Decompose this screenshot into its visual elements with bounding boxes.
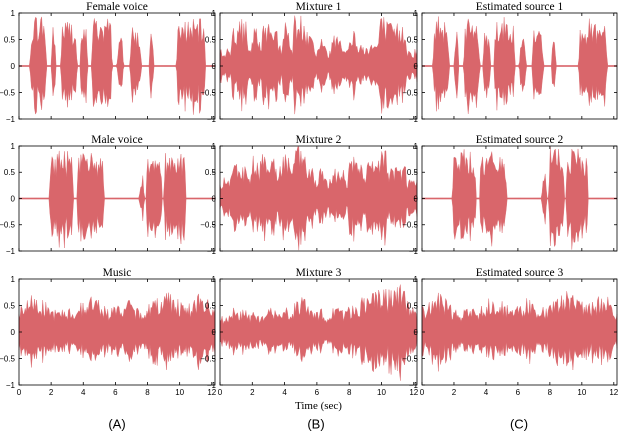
panel-title: Female voice <box>86 1 148 13</box>
y-tick-label: −0.5 <box>0 221 16 230</box>
y-tick-label: 1 <box>212 142 217 151</box>
panel: −1 −0.5 0 0.5 1 Female voice <box>0 1 216 124</box>
panel-title: Estimated source 3 <box>476 267 564 279</box>
x-tick-label: 8 <box>347 388 352 397</box>
y-tick-label: −0.5 <box>200 221 216 230</box>
x-tick-label: 12 <box>207 388 216 397</box>
panel-title: Estimated source 2 <box>476 134 564 146</box>
y-tick-label: −0.5 <box>200 88 216 97</box>
y-tick-label: −1 <box>6 381 16 390</box>
x-tick-label: 8 <box>548 388 553 397</box>
y-tick-label: 0.5 <box>205 301 217 310</box>
panel-title: Estimated source 1 <box>476 1 564 13</box>
y-tick-label: 1 <box>414 275 419 284</box>
column-label-c: (C) <box>509 416 529 432</box>
x-tick-label: 6 <box>113 388 118 397</box>
x-tick-label: 2 <box>452 388 457 397</box>
x-tick-label: 12 <box>409 388 418 397</box>
x-tick-label: 0 <box>420 388 425 397</box>
y-tick-label: −1 <box>207 115 217 124</box>
y-tick-label: −0.5 <box>200 354 216 363</box>
x-tick-label: 0 <box>218 388 223 397</box>
y-tick-label: −1 <box>409 247 419 256</box>
y-tick-label: 1 <box>212 275 217 284</box>
y-tick-label: −0.5 <box>402 88 418 97</box>
y-tick-label: 1 <box>212 9 217 18</box>
y-tick-label: −1 <box>6 115 16 124</box>
y-tick-label: −1 <box>207 247 217 256</box>
y-tick-label: −0.5 <box>0 354 16 363</box>
y-tick-label: 0 <box>414 194 419 203</box>
y-tick-label: 1 <box>11 275 16 284</box>
y-tick-label: 0 <box>212 328 217 337</box>
waveform-area <box>219 15 418 115</box>
x-tick-label: 6 <box>516 388 521 397</box>
y-tick-label: 0.5 <box>407 301 419 310</box>
y-tick-label: 0.5 <box>4 301 16 310</box>
waveform-area <box>18 150 216 249</box>
panel: −1 −0.5 0 0.5 1 Estimated source 1 <box>402 1 618 124</box>
y-tick-label: 0 <box>11 328 16 337</box>
y-tick-label: 1 <box>11 142 16 151</box>
panel-title: Music <box>103 267 132 279</box>
x-axis-label: Time (sec) <box>295 400 342 412</box>
panel-title: Mixture 2 <box>296 134 342 146</box>
x-tick-label: 0 <box>17 388 22 397</box>
y-tick-label: 0.5 <box>4 168 16 177</box>
y-tick-label: 0 <box>414 328 419 337</box>
column-label-a: (A) <box>108 416 126 432</box>
x-tick-label: 2 <box>49 388 54 397</box>
x-tick-label: 4 <box>81 388 86 397</box>
x-tick-label: 4 <box>282 388 287 397</box>
y-tick-label: −0.5 <box>0 88 16 97</box>
x-tick-label: 10 <box>377 388 386 397</box>
waveform-area <box>18 292 216 370</box>
y-tick-label: 0.5 <box>4 35 16 44</box>
panel: −1 −0.5 0 0.5 1 Mixture 1 <box>200 1 418 124</box>
panel-title: Mixture 3 <box>296 267 342 279</box>
y-tick-label: −0.5 <box>402 354 418 363</box>
x-tick-label: 12 <box>609 388 618 397</box>
waveform-area <box>421 291 618 372</box>
y-tick-label: 0 <box>11 194 16 203</box>
y-tick-label: 0.5 <box>407 168 419 177</box>
x-tick-label: 6 <box>315 388 320 397</box>
y-tick-label: 0 <box>11 62 16 71</box>
y-tick-label: 1 <box>414 142 419 151</box>
y-tick-label: −1 <box>6 247 16 256</box>
y-tick-label: 0.5 <box>407 35 419 44</box>
panel: −1 −0.5 0 0.5 1 Male voice <box>0 134 216 256</box>
panel: −1 −0.5 0 0.5 1 Mixture 2 <box>200 134 418 256</box>
y-tick-label: 1 <box>11 9 16 18</box>
x-tick-label: 10 <box>577 388 586 397</box>
x-tick-label: 2 <box>250 388 255 397</box>
x-tick-label: 4 <box>484 388 489 397</box>
panel-title: Mixture 1 <box>296 1 342 13</box>
y-tick-label: 0.5 <box>205 168 217 177</box>
y-tick-label: 0 <box>212 62 217 71</box>
waveform-area <box>421 16 618 115</box>
y-tick-label: 0 <box>414 62 419 71</box>
y-tick-label: 1 <box>414 9 419 18</box>
column-label-b: (B) <box>307 416 325 432</box>
x-tick-label: 8 <box>145 388 150 397</box>
y-tick-label: −0.5 <box>402 221 418 230</box>
y-tick-label: 0 <box>212 194 217 203</box>
y-tick-label: −1 <box>409 381 419 390</box>
panel: −1 −0.5 0 0.5 1 Estimated source 2 <box>402 134 618 256</box>
waveform-area <box>219 284 418 381</box>
y-tick-label: 0.5 <box>205 35 217 44</box>
y-tick-label: −1 <box>207 381 217 390</box>
x-tick-label: 10 <box>175 388 184 397</box>
panel-title: Male voice <box>91 134 142 146</box>
y-tick-label: −1 <box>409 115 419 124</box>
